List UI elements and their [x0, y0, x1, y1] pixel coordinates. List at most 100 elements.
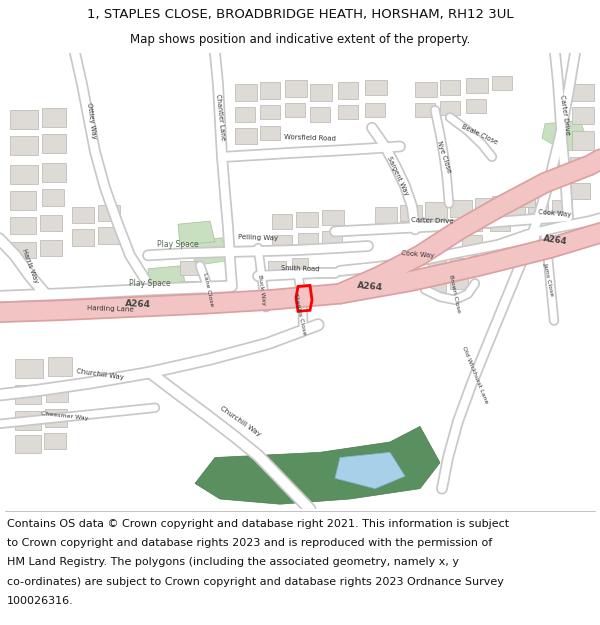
Polygon shape — [10, 110, 38, 129]
Text: Ottley Way: Ottley Way — [86, 102, 98, 139]
Polygon shape — [375, 207, 397, 223]
Polygon shape — [462, 234, 482, 249]
Polygon shape — [42, 189, 64, 206]
Polygon shape — [570, 157, 592, 176]
Polygon shape — [572, 131, 594, 149]
Text: 1, STAPLES CLOSE, BROADBRIDGE HEATH, HORSHAM, RH12 3UL: 1, STAPLES CLOSE, BROADBRIDGE HEATH, HOR… — [86, 8, 514, 21]
Text: Nye Close: Nye Close — [436, 140, 452, 174]
Polygon shape — [40, 240, 62, 256]
Polygon shape — [195, 426, 440, 504]
Polygon shape — [335, 452, 405, 489]
Text: Smith Road: Smith Road — [281, 265, 319, 272]
Polygon shape — [180, 261, 198, 275]
Polygon shape — [260, 126, 280, 140]
Polygon shape — [42, 108, 66, 127]
Polygon shape — [15, 435, 41, 453]
Polygon shape — [155, 283, 195, 314]
Text: Cheesmer Way: Cheesmer Way — [41, 411, 89, 421]
Polygon shape — [268, 261, 286, 273]
Polygon shape — [365, 103, 385, 118]
Polygon shape — [528, 204, 548, 218]
Polygon shape — [490, 217, 510, 231]
Polygon shape — [72, 207, 94, 223]
Text: co-ordinates) are subject to Crown copyright and database rights 2023 Ordnance S: co-ordinates) are subject to Crown copyr… — [7, 577, 504, 587]
Polygon shape — [44, 432, 66, 449]
Polygon shape — [285, 80, 307, 97]
Text: Harding Lane: Harding Lane — [86, 306, 133, 313]
Polygon shape — [515, 192, 535, 207]
Text: Harris Way: Harris Way — [21, 248, 39, 284]
Text: Jams Close: Jams Close — [542, 262, 554, 296]
Polygon shape — [310, 107, 330, 121]
Polygon shape — [235, 84, 257, 101]
Polygon shape — [296, 212, 318, 228]
Polygon shape — [15, 411, 41, 429]
Polygon shape — [260, 105, 280, 119]
Text: A264: A264 — [357, 281, 383, 292]
Polygon shape — [572, 84, 594, 101]
Polygon shape — [10, 191, 36, 210]
Polygon shape — [338, 105, 358, 119]
Polygon shape — [180, 281, 198, 296]
Text: Old Wickhurst Lane: Old Wickhurst Lane — [461, 345, 489, 404]
Polygon shape — [72, 229, 94, 246]
Polygon shape — [450, 259, 468, 271]
Polygon shape — [272, 214, 292, 229]
Polygon shape — [48, 357, 72, 376]
Polygon shape — [572, 107, 594, 124]
Text: Churchill Way: Churchill Way — [218, 405, 262, 437]
Polygon shape — [505, 207, 525, 221]
Polygon shape — [10, 136, 38, 155]
Polygon shape — [322, 210, 344, 225]
Polygon shape — [440, 101, 460, 116]
Text: Buck Way: Buck Way — [257, 274, 266, 305]
Text: Lane Close: Lane Close — [202, 272, 214, 307]
Polygon shape — [272, 234, 292, 249]
Polygon shape — [15, 385, 41, 404]
Text: Chantler Lane: Chantler Lane — [215, 94, 226, 141]
Polygon shape — [400, 204, 422, 221]
Polygon shape — [98, 204, 120, 221]
Polygon shape — [45, 409, 67, 428]
Polygon shape — [450, 201, 472, 217]
Polygon shape — [466, 99, 486, 113]
Text: Carter Drive: Carter Drive — [410, 217, 454, 225]
Polygon shape — [310, 84, 332, 101]
Text: Brown Close: Brown Close — [449, 274, 461, 313]
Polygon shape — [428, 279, 446, 292]
Polygon shape — [40, 215, 62, 231]
Text: Contains OS data © Crown copyright and database right 2021. This information is : Contains OS data © Crown copyright and d… — [7, 519, 509, 529]
Text: Cook Way: Cook Way — [401, 250, 434, 259]
Text: Carter Drive: Carter Drive — [559, 95, 571, 136]
Polygon shape — [10, 217, 36, 234]
Polygon shape — [292, 259, 308, 271]
Polygon shape — [260, 82, 280, 99]
Polygon shape — [542, 121, 590, 152]
Polygon shape — [235, 127, 257, 144]
Polygon shape — [338, 82, 358, 99]
Polygon shape — [10, 242, 36, 259]
Polygon shape — [10, 165, 38, 184]
Polygon shape — [552, 201, 572, 215]
Polygon shape — [322, 231, 342, 246]
Polygon shape — [285, 103, 305, 118]
Polygon shape — [486, 214, 506, 228]
Text: A264: A264 — [542, 234, 568, 246]
Text: Pelling Way: Pelling Way — [238, 234, 278, 241]
Polygon shape — [298, 232, 318, 247]
Polygon shape — [15, 359, 43, 378]
Polygon shape — [235, 107, 255, 121]
Polygon shape — [462, 217, 482, 231]
Text: A264: A264 — [125, 299, 151, 309]
Text: Cook Way: Cook Way — [538, 209, 572, 218]
Text: 100026316.: 100026316. — [7, 596, 74, 606]
Polygon shape — [425, 202, 447, 219]
Polygon shape — [466, 78, 488, 92]
Polygon shape — [470, 256, 488, 268]
Text: Map shows position and indicative extent of the property.: Map shows position and indicative extent… — [130, 33, 470, 46]
Polygon shape — [148, 266, 186, 292]
Polygon shape — [450, 276, 468, 289]
Text: to Crown copyright and database rights 2023 and is reproduced with the permissio: to Crown copyright and database rights 2… — [7, 538, 493, 548]
Text: Beale Close: Beale Close — [461, 123, 499, 145]
Text: Play Space: Play Space — [129, 279, 171, 288]
